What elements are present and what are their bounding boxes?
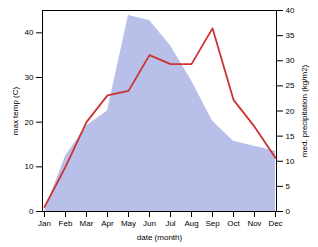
svg-text:20: 20	[286, 107, 295, 116]
svg-text:Jan: Jan	[38, 219, 51, 228]
svg-text:med. precipitation (kg/m2): med. precipitation (kg/m2)	[300, 64, 309, 157]
svg-text:0: 0	[29, 207, 34, 216]
svg-text:20: 20	[25, 118, 34, 127]
svg-text:Oct: Oct	[227, 219, 240, 228]
svg-text:30: 30	[286, 56, 295, 65]
svg-text:Jul: Jul	[165, 219, 175, 228]
svg-text:May: May	[121, 219, 136, 228]
svg-text:date (month): date (month)	[137, 233, 183, 242]
svg-text:max temp (C): max temp (C)	[11, 86, 20, 135]
svg-text:30: 30	[25, 73, 34, 82]
svg-text:Sep: Sep	[205, 219, 220, 228]
svg-text:15: 15	[286, 132, 295, 141]
svg-text:Dec: Dec	[268, 219, 282, 228]
svg-text:0: 0	[286, 207, 291, 216]
svg-text:Apr: Apr	[101, 219, 114, 228]
svg-text:Jun: Jun	[143, 219, 156, 228]
svg-text:5: 5	[286, 182, 291, 191]
svg-text:35: 35	[286, 31, 295, 40]
svg-text:Aug: Aug	[184, 219, 198, 228]
svg-text:10: 10	[25, 162, 34, 171]
svg-text:25: 25	[286, 81, 295, 90]
svg-text:40: 40	[286, 6, 295, 15]
svg-text:Mar: Mar	[80, 219, 94, 228]
svg-text:Nov: Nov	[247, 219, 261, 228]
svg-text:40: 40	[25, 28, 34, 37]
svg-text:10: 10	[286, 157, 295, 166]
svg-text:Feb: Feb	[59, 219, 73, 228]
